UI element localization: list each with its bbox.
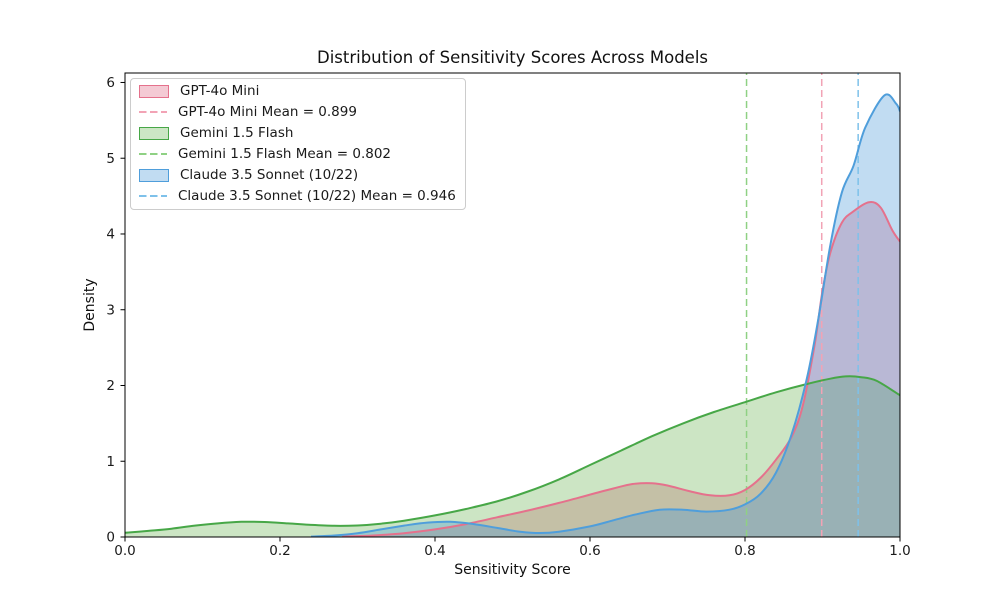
- x-tick-label-0.8: 0.8: [734, 543, 755, 559]
- kde-fill-2: [311, 94, 900, 537]
- y-tick-label-0: 0: [106, 530, 115, 546]
- legend-label: GPT-4o Mini: [180, 83, 260, 99]
- y-tick-label-5: 5: [106, 151, 115, 167]
- y-tick-label-3: 3: [106, 302, 115, 318]
- legend-item-claude-sonnet: Claude 3.5 Sonnet (10/22): [139, 168, 456, 182]
- legend-patch-gemini-flash-icon: [139, 126, 169, 140]
- x-tick-label-0.4: 0.4: [424, 543, 445, 559]
- legend-label: Claude 3.5 Sonnet (10/22): [180, 167, 359, 183]
- legend-label: GPT-4o Mini Mean = 0.899: [178, 104, 357, 120]
- kde-line-0: [341, 201, 900, 537]
- y-tick-label-4: 4: [106, 227, 115, 243]
- legend-dashed-line-gemini-flash-icon: [139, 153, 167, 155]
- legend: GPT-4o Mini GPT-4o Mini Mean = 0.899 Gem…: [130, 78, 466, 210]
- kde-fill-1: [125, 376, 900, 537]
- x-tick-label-0.2: 0.2: [269, 543, 290, 559]
- x-tick-label-0.6: 0.6: [579, 543, 600, 559]
- legend-dashed-line-claude-sonnet-icon: [139, 195, 167, 197]
- legend-patch-claude-sonnet-icon: [139, 168, 169, 182]
- x-tick-label-0.0: 0.0: [114, 543, 135, 559]
- x-tick-label-1.0: 1.0: [889, 543, 910, 559]
- legend-item-gpt4o-mini: GPT-4o Mini: [139, 84, 456, 98]
- legend-item-gemini-flash-mean: Gemini 1.5 Flash Mean = 0.802: [139, 147, 456, 161]
- legend-item-claude-sonnet-mean: Claude 3.5 Sonnet (10/22) Mean = 0.946: [139, 189, 456, 203]
- legend-dashed-line-gpt4o-mini-icon: [139, 111, 167, 113]
- plot-border: [124, 72, 901, 538]
- legend-item-gemini-flash: Gemini 1.5 Flash: [139, 126, 456, 140]
- legend-patch-gpt4o-mini-icon: [139, 84, 169, 98]
- legend-label: Claude 3.5 Sonnet (10/22) Mean = 0.946: [178, 188, 456, 204]
- x-axis-label: Sensitivity Score: [454, 562, 571, 578]
- legend-item-gpt4o-mini-mean: GPT-4o Mini Mean = 0.899: [139, 105, 456, 119]
- kde-line-1: [125, 375, 900, 534]
- legend-label: Gemini 1.5 Flash Mean = 0.802: [178, 146, 392, 162]
- legend-label: Gemini 1.5 Flash: [180, 125, 294, 141]
- kde-line-2: [310, 93, 900, 537]
- y-tick-label-2: 2: [106, 378, 115, 394]
- y-tick-label-1: 1: [106, 454, 115, 470]
- kde-fill-0: [342, 202, 900, 537]
- chart-title: Distribution of Sensitivity Scores Acros…: [316, 48, 708, 67]
- y-tick-label-6: 6: [106, 75, 115, 91]
